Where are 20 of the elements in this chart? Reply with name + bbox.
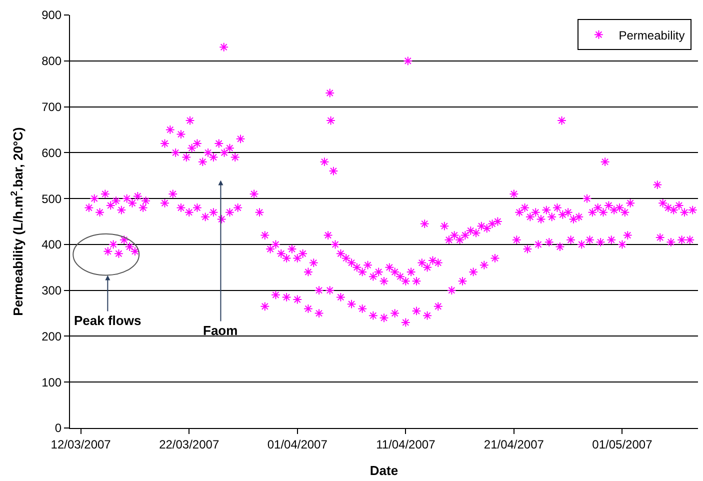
y-tick-label: 100 <box>42 375 62 390</box>
x-tick-label: 12/03/2007 <box>50 437 112 452</box>
x-tick-label: 22/03/2007 <box>159 437 220 452</box>
x-tick-label: 01/05/2007 <box>592 437 653 452</box>
y-tick-label: 700 <box>42 100 62 114</box>
x-tick-label: 21/04/2007 <box>484 437 544 452</box>
y-tick-label: 800 <box>42 54 62 68</box>
y-tick-label: 400 <box>42 238 62 252</box>
y-tick-label: 0 <box>54 421 62 436</box>
y-tick-label: 900 <box>42 8 62 22</box>
x-axis-title: Date <box>370 463 398 478</box>
y-tick-label: 600 <box>42 146 62 160</box>
annotation: Peak flows <box>74 313 142 328</box>
y-tick-label: 300 <box>42 284 62 298</box>
legend-label: Permeability <box>618 28 685 42</box>
x-tick-label: 01/04/2007 <box>267 437 328 452</box>
x-tick-label: 11/04/2007 <box>376 437 436 452</box>
y-tick-label: 200 <box>42 329 62 344</box>
annotation: Faom <box>203 323 238 338</box>
y-tick-label: 500 <box>42 192 62 206</box>
